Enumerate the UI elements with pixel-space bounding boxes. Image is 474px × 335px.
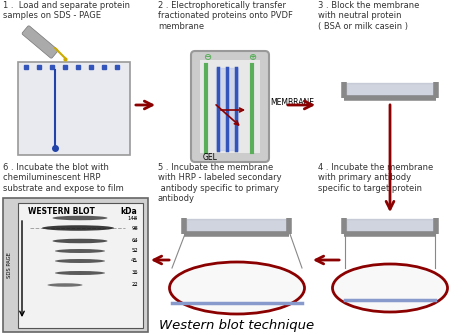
Text: 2 . Electrophoretically transfer
fractionated proteins onto PVDF
membrane: 2 . Electrophoretically transfer fractio…	[158, 1, 293, 31]
FancyBboxPatch shape	[18, 62, 130, 155]
Ellipse shape	[53, 216, 108, 220]
Text: ⊖: ⊖	[203, 52, 211, 62]
Ellipse shape	[55, 271, 105, 275]
Text: 5 . Incubate the membrane
with HRP - labeled secondary
 antibody specific to pri: 5 . Incubate the membrane with HRP - lab…	[158, 163, 282, 203]
Text: 45: 45	[131, 259, 138, 264]
Text: GEL: GEL	[202, 153, 218, 162]
Ellipse shape	[55, 249, 105, 253]
Ellipse shape	[332, 264, 447, 312]
Ellipse shape	[170, 262, 304, 314]
Ellipse shape	[47, 283, 82, 287]
Text: WESTERN BLOT: WESTERN BLOT	[28, 207, 95, 216]
Text: 148: 148	[128, 215, 138, 220]
Ellipse shape	[55, 259, 105, 263]
Text: kDa: kDa	[120, 207, 137, 216]
Text: 22: 22	[131, 282, 138, 287]
Text: 52: 52	[131, 249, 138, 254]
Text: ⊕: ⊕	[248, 52, 256, 62]
Text: 4 . Incubate the membrane
with primary antibody
specific to target protein: 4 . Incubate the membrane with primary a…	[318, 163, 433, 193]
FancyBboxPatch shape	[22, 26, 58, 58]
Ellipse shape	[53, 239, 108, 243]
Ellipse shape	[42, 225, 114, 231]
FancyBboxPatch shape	[191, 51, 269, 162]
Text: 98: 98	[131, 225, 138, 230]
FancyBboxPatch shape	[3, 198, 148, 332]
Text: SDS PAGE: SDS PAGE	[8, 252, 12, 278]
Text: 64: 64	[131, 239, 138, 244]
FancyBboxPatch shape	[200, 60, 260, 153]
Text: 3 . Block the membrane
with neutral protein
( BSA or milk casein ): 3 . Block the membrane with neutral prot…	[318, 1, 419, 31]
Text: 6 . Incubate the blot with
chemiluminescent HRP
substrate and expose to film: 6 . Incubate the blot with chemiluminesc…	[3, 163, 124, 193]
FancyBboxPatch shape	[18, 203, 143, 328]
Text: Western blot technique: Western blot technique	[159, 319, 315, 332]
Text: MEMBRANE: MEMBRANE	[270, 98, 314, 107]
Text: 1 .  Load and separate protein
samples on SDS - PAGE: 1 . Load and separate protein samples on…	[3, 1, 130, 20]
Text: 36: 36	[131, 270, 138, 275]
